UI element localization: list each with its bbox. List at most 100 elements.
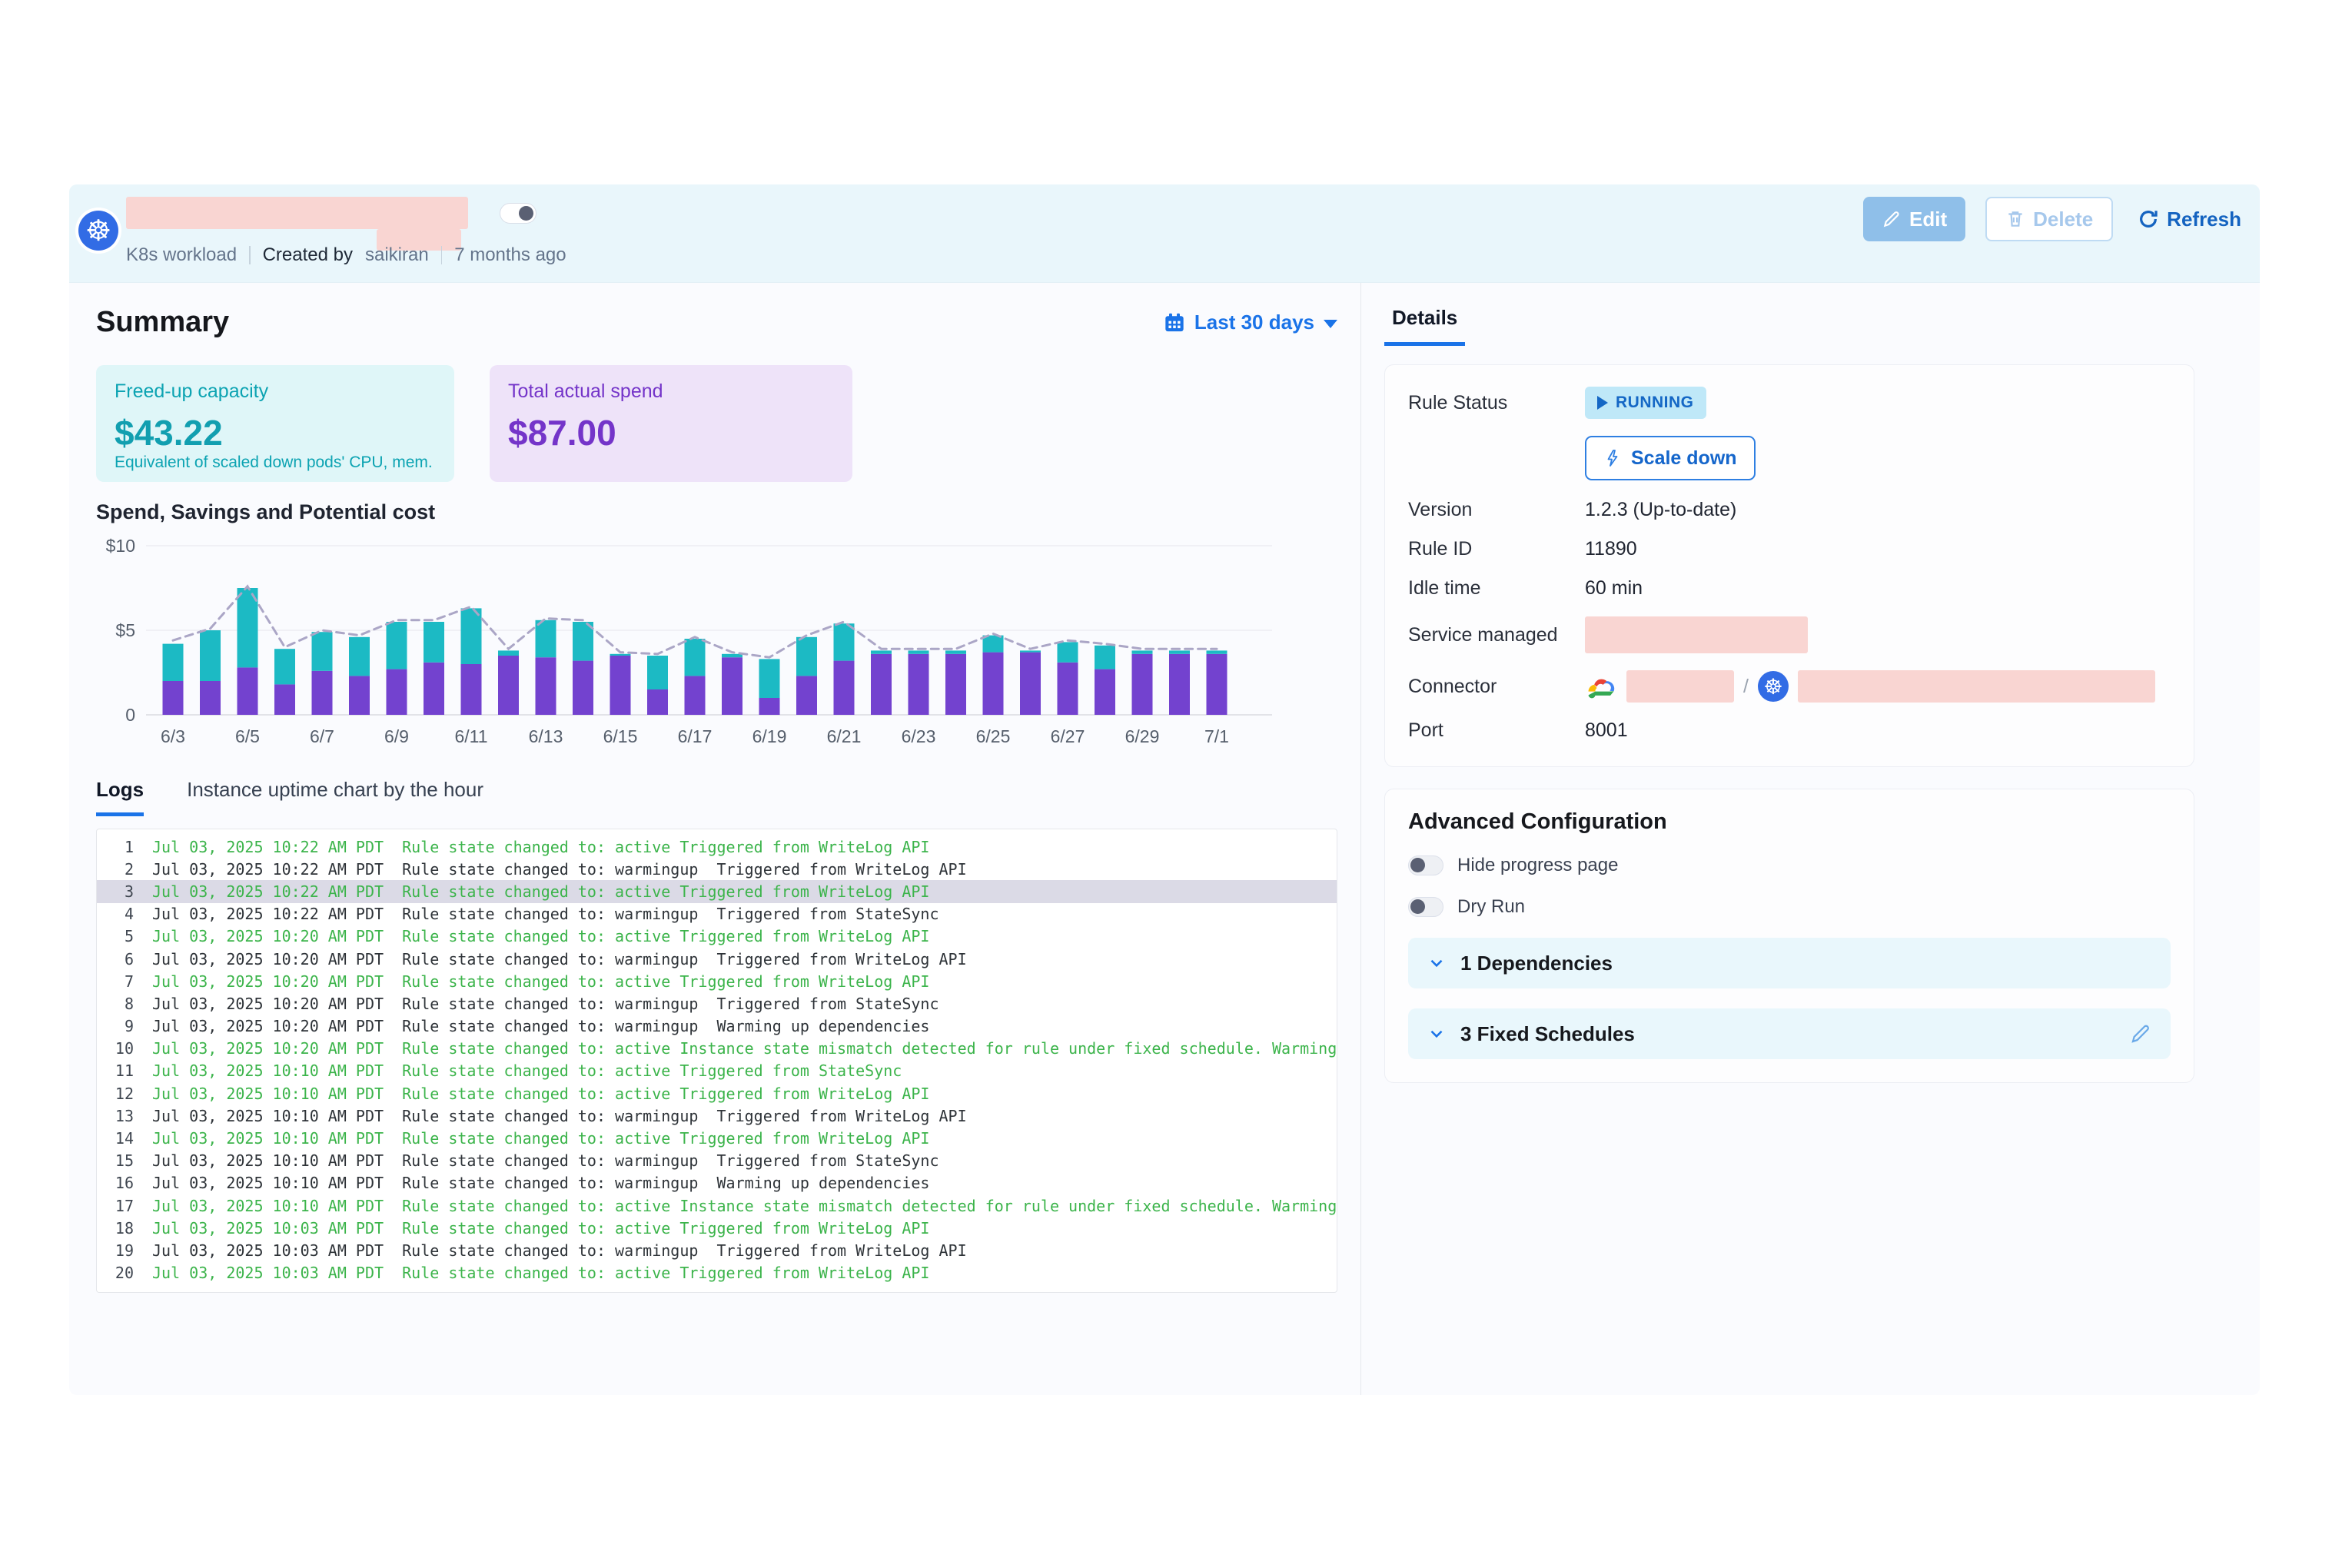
svg-text:6/7: 6/7 — [310, 726, 334, 746]
freed-capacity-card: Freed-up capacity $43.22 Equivalent of s… — [96, 365, 454, 482]
log-row[interactable]: 7 Jul 03, 2025 10:20 AM PDT Rule state ch… — [97, 970, 1337, 992]
log-line-number: 20 — [115, 1264, 134, 1283]
log-message: Jul 03, 2025 10:22 AM PDT Rule state cha… — [152, 882, 930, 901]
log-line-number: 1 — [124, 837, 134, 856]
log-rows: 1 Jul 03, 2025 10:22 AM PDT Rule state ch… — [97, 835, 1337, 1284]
log-line-number: 10 — [115, 1039, 134, 1058]
log-message: Jul 03, 2025 10:20 AM PDT Rule state cha… — [152, 1017, 930, 1036]
log-row[interactable]: 2 Jul 03, 2025 10:22 AM PDT Rule state ch… — [97, 858, 1337, 880]
log-row[interactable]: 12 Jul 03, 2025 10:10 AM PDT Rule state c… — [97, 1082, 1337, 1105]
kubernetes-icon: ☸ — [78, 211, 118, 251]
total-spend-card: Total actual spend $87.00 — [490, 365, 852, 482]
toggle-knob — [1410, 899, 1425, 914]
log-message: Jul 03, 2025 10:20 AM PDT Rule state cha… — [152, 994, 939, 1013]
log-row[interactable]: 6 Jul 03, 2025 10:20 AM PDT Rule state ch… — [97, 948, 1337, 970]
log-row[interactable]: 16 Jul 03, 2025 10:10 AM PDT Rule state c… — [97, 1172, 1337, 1194]
advanced-configuration-card: Advanced Configuration Hide progress pag… — [1384, 789, 2194, 1083]
chart-title: Spend, Savings and Potential cost — [96, 500, 436, 523]
svg-text:6/29: 6/29 — [1125, 726, 1160, 746]
tab-details[interactable]: Details — [1384, 306, 1466, 346]
log-message: Jul 03, 2025 10:20 AM PDT Rule state cha… — [152, 927, 930, 946]
log-line-number: 7 — [124, 972, 134, 991]
svg-text:6/25: 6/25 — [976, 726, 1011, 746]
status-badge: RUNNING — [1585, 387, 1706, 419]
log-message: Jul 03, 2025 10:10 AM PDT Rule state cha… — [152, 1174, 930, 1193]
connector-project-redacted — [1626, 670, 1734, 703]
rule-status-label: Rule Status — [1408, 391, 1508, 414]
svg-text:6/21: 6/21 — [827, 726, 862, 746]
log-row[interactable]: 15 Jul 03, 2025 10:10 AM PDT Rule state c… — [97, 1150, 1337, 1172]
total-spend-label: Total actual spend — [508, 380, 663, 402]
delete-button[interactable]: Delete — [1985, 197, 2114, 241]
hide-progress-toggle[interactable] — [1408, 855, 1443, 875]
connector-cluster-redacted — [1797, 670, 2155, 703]
log-line-number: 2 — [124, 859, 134, 879]
dry-run-toggle[interactable] — [1408, 897, 1443, 917]
log-line-number: 4 — [124, 905, 134, 924]
date-range-dropdown[interactable]: Last 30 days — [1164, 311, 1337, 334]
divider — [249, 246, 251, 264]
dependencies-label: 1 Dependencies — [1460, 951, 1613, 975]
log-row[interactable]: 5 Jul 03, 2025 10:20 AM PDT Rule state ch… — [97, 925, 1337, 948]
workload-subtitle-redacted — [377, 229, 461, 251]
log-row[interactable]: 19 Jul 03, 2025 10:03 AM PDT Rule state c… — [97, 1239, 1337, 1261]
log-message: Jul 03, 2025 10:10 AM PDT Rule state cha… — [152, 1061, 902, 1081]
log-row[interactable]: 11 Jul 03, 2025 10:10 AM PDT Rule state c… — [97, 1060, 1337, 1082]
log-line-number: 13 — [115, 1106, 134, 1125]
port-value: 8001 — [1585, 719, 1628, 741]
service-managed-label: Service managed — [1408, 623, 1558, 646]
title-toggle[interactable] — [500, 203, 537, 224]
workload-age: 7 months ago — [454, 244, 566, 265]
service-managed-value-redacted — [1585, 616, 1808, 653]
chevron-down-icon — [1324, 319, 1337, 328]
log-line-number: 5 — [124, 927, 134, 946]
log-tabs: Logs Instance uptime chart by the hour — [96, 778, 1337, 816]
log-message: Jul 03, 2025 10:10 AM PDT Rule state cha… — [152, 1106, 967, 1125]
log-row[interactable]: 18 Jul 03, 2025 10:03 AM PDT Rule state c… — [97, 1217, 1337, 1239]
fixed-schedules-label: 3 Fixed Schedules — [1460, 1022, 1635, 1045]
log-message: Jul 03, 2025 10:10 AM PDT Rule state cha… — [152, 1151, 939, 1171]
edit-schedules-icon[interactable] — [2129, 1022, 2152, 1045]
calendar-icon — [1165, 313, 1184, 331]
advanced-configuration-title: Advanced Configuration — [1408, 809, 1667, 834]
log-row[interactable]: 3 Jul 03, 2025 10:22 AM PDT Rule state ch… — [97, 880, 1337, 903]
tab-instance-uptime[interactable]: Instance uptime chart by the hour — [187, 778, 483, 801]
log-row[interactable]: 20 Jul 03, 2025 10:03 AM PDT Rule state c… — [97, 1262, 1337, 1284]
created-by-value: saikiran — [364, 244, 429, 265]
dependencies-row[interactable]: 1 Dependencies — [1408, 938, 2171, 988]
connector-label: Connector — [1408, 675, 1497, 697]
log-message: Jul 03, 2025 10:20 AM PDT Rule state cha… — [152, 949, 967, 968]
freed-capacity-label: Freed-up capacity — [115, 380, 269, 402]
header-band: ☸ K8s workload Created by saikiran 7 mon… — [69, 184, 2260, 283]
log-row[interactable]: 4 Jul 03, 2025 10:22 AM PDT Rule state ch… — [97, 903, 1337, 925]
log-row[interactable]: 14 Jul 03, 2025 10:10 AM PDT Rule state c… — [97, 1127, 1337, 1149]
log-row[interactable]: 8 Jul 03, 2025 10:20 AM PDT Rule state ch… — [97, 992, 1337, 1015]
log-row[interactable]: 9 Jul 03, 2025 10:20 AM PDT Rule state ch… — [97, 1015, 1337, 1038]
fixed-schedules-row[interactable]: 3 Fixed Schedules — [1408, 1008, 2171, 1059]
log-row[interactable]: 10 Jul 03, 2025 10:20 AM PDT Rule state c… — [97, 1038, 1337, 1060]
log-message: Jul 03, 2025 10:10 AM PDT Rule state cha… — [152, 1129, 930, 1148]
svg-text:6/9: 6/9 — [384, 726, 409, 746]
created-by-label: Created by — [262, 244, 353, 265]
lightning-icon — [1607, 450, 1618, 467]
edit-button[interactable]: Edit — [1863, 197, 1966, 241]
tab-logs[interactable]: Logs — [96, 778, 145, 816]
workload-meta: K8s workload Created by saikiran 7 month… — [126, 244, 566, 266]
version-label: Version — [1408, 499, 1473, 520]
details-column: Details Rule Status RUNNING Scale down — [1361, 283, 2260, 1395]
refresh-button[interactable]: Refresh — [2133, 197, 2246, 241]
google-cloud-icon — [1588, 679, 1615, 699]
log-message: Jul 03, 2025 10:22 AM PDT Rule state cha… — [152, 905, 939, 924]
log-message: Jul 03, 2025 10:22 AM PDT Rule state cha… — [152, 859, 967, 879]
log-row[interactable]: 17 Jul 03, 2025 10:10 AM PDT Rule state c… — [97, 1194, 1337, 1217]
log-message: Jul 03, 2025 10:10 AM PDT Rule state cha… — [152, 1196, 1337, 1215]
scale-down-button[interactable]: Scale down — [1585, 436, 1756, 480]
log-message: Jul 03, 2025 10:10 AM PDT Rule state cha… — [152, 1084, 930, 1103]
log-row[interactable]: 1 Jul 03, 2025 10:22 AM PDT Rule state ch… — [97, 835, 1337, 858]
summary-title: Summary — [96, 306, 230, 338]
log-row[interactable]: 13 Jul 03, 2025 10:10 AM PDT Rule state c… — [97, 1105, 1337, 1127]
svg-text:7/1: 7/1 — [1204, 726, 1229, 746]
connector-value: / ☸ — [1585, 670, 2155, 703]
rule-id-value: 11890 — [1585, 538, 1637, 560]
chevron-down-icon — [1430, 959, 1443, 968]
